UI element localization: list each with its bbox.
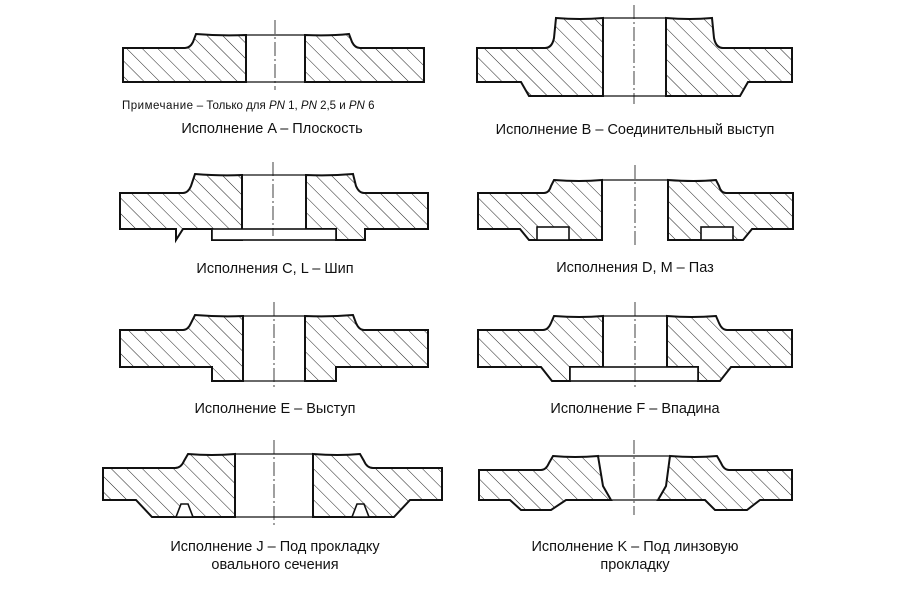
caption-c: Исполнения C, L – Шип	[196, 261, 354, 277]
note-v3: 6	[364, 100, 375, 112]
note-v1: 1,	[284, 100, 301, 112]
caption-e: Исполнение E – Выступ	[194, 401, 356, 417]
note-text: – Только для	[193, 100, 269, 112]
caption-f: Исполнение F – Впадина	[550, 401, 720, 417]
flange-k-lens-gasket	[478, 440, 793, 515]
caption-d: Исполнения D, M – Паз	[556, 260, 714, 276]
caption-j-line1: Исполнение J – Под прокладку	[170, 539, 380, 555]
flange-d-groove	[477, 165, 794, 248]
flange-e-male-face	[119, 302, 429, 390]
flange-b-raised-face	[476, 5, 793, 104]
flange-c-tongue	[119, 162, 429, 244]
caption-a: Исполнение A – Плоскость	[181, 121, 363, 137]
caption-j-line2: овального сечения	[211, 557, 339, 573]
flange-f-female-face	[477, 302, 793, 390]
note-pn-3: PN	[348, 100, 365, 112]
flange-j-oval-ring	[102, 440, 443, 526]
pn-note: Примечание – Только для PN 1, PN 2,5 и P…	[122, 100, 374, 112]
note-pn-1: PN	[268, 100, 285, 112]
note-prefix: Примечание	[122, 100, 194, 112]
caption-k-line1: Исполнение K – Под линзовую	[531, 539, 739, 555]
caption-k-line2: прокладку	[600, 557, 670, 573]
flange-a-plane	[122, 20, 425, 90]
caption-b: Исполнение B – Соединительный выступ	[495, 122, 775, 138]
note-v2: 2,5 и	[316, 100, 349, 112]
note-pn-2: PN	[300, 100, 317, 112]
